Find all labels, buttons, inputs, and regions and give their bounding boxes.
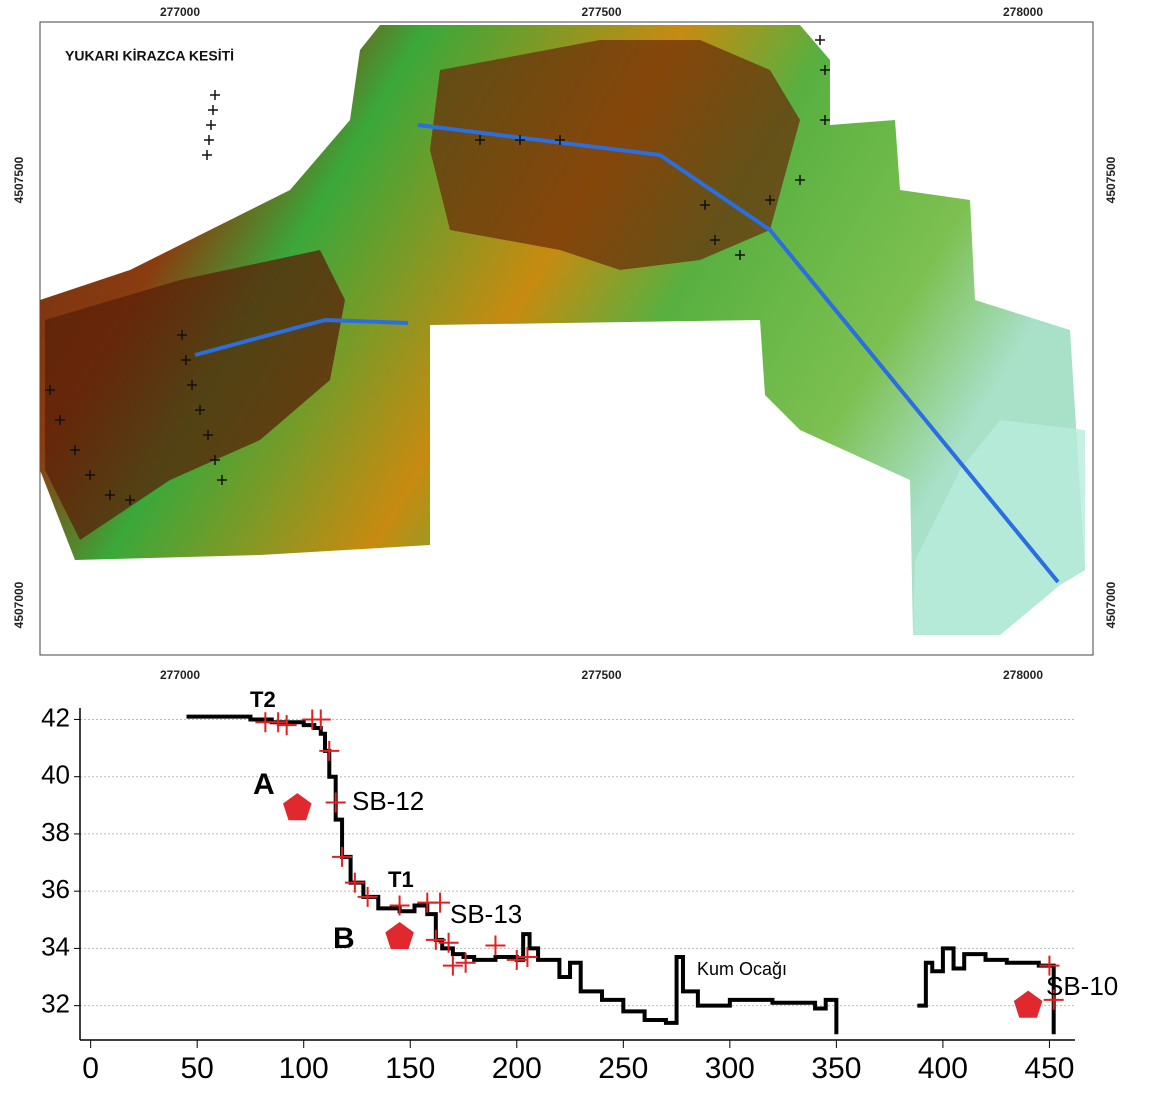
annotation: T2 xyxy=(250,687,276,712)
map-borehole xyxy=(208,105,218,115)
y-tick-label: 32 xyxy=(41,989,70,1019)
y-tick-label: 38 xyxy=(41,817,70,847)
x-tick-label: 150 xyxy=(385,1052,435,1085)
x-tick-label: 100 xyxy=(279,1052,329,1085)
x-tick-label: 400 xyxy=(918,1052,968,1085)
map-borehole xyxy=(210,90,220,100)
borehole-cross xyxy=(319,741,339,761)
borehole-cross xyxy=(268,712,288,732)
map-x-label: 277000 xyxy=(160,668,200,682)
y-tick-label: 34 xyxy=(41,931,70,961)
annotation: Kum Ocağı xyxy=(697,959,787,979)
borehole-cross xyxy=(485,936,505,956)
x-tick-label: 250 xyxy=(598,1052,648,1085)
sample-marker xyxy=(1014,991,1043,1018)
profile-line xyxy=(187,717,1054,1035)
annotation: SB-13 xyxy=(450,899,522,929)
y-tick-label: 42 xyxy=(41,702,70,732)
figure: YUKARI KİRAZCA KESİTİ 277000 277000 277500… xyxy=(0,0,1154,1097)
map-y-label: 4507000 xyxy=(12,581,26,628)
borehole-cross xyxy=(358,887,378,907)
map-borehole xyxy=(204,135,214,145)
map-borehole xyxy=(815,35,825,45)
borehole-cross xyxy=(277,715,297,735)
annotation: SB-10 xyxy=(1046,971,1118,1001)
map-y-label: 4507000 xyxy=(1104,581,1118,628)
map-title: YUKARI KİRAZCA KESİTİ xyxy=(65,48,234,64)
map-x-label: 277500 xyxy=(581,668,621,682)
x-tick-label: 300 xyxy=(705,1052,755,1085)
annotation: T1 xyxy=(388,867,414,892)
x-tick-label: 450 xyxy=(1024,1052,1074,1085)
x-tick-label: 200 xyxy=(492,1052,542,1085)
x-tick-label: 50 xyxy=(180,1052,213,1085)
sample-marker xyxy=(283,793,312,820)
map-y-label: 4507500 xyxy=(1104,156,1118,203)
borehole-cross xyxy=(443,956,463,976)
profile-chart: 32 34 36 38 40 42 0 50 100 150 200 250 300 350 400 450 T… xyxy=(41,687,1118,1085)
borehole-cross xyxy=(326,792,346,812)
map-borehole xyxy=(206,120,216,130)
map-x-label: 278000 xyxy=(1003,668,1043,682)
y-tick-label: 36 xyxy=(41,874,70,904)
y-tick-label: 40 xyxy=(41,760,70,790)
map-borehole xyxy=(202,150,212,160)
map-x-label: 278000 xyxy=(1003,5,1043,19)
dem-high xyxy=(430,40,800,270)
map-y-label: 4507500 xyxy=(12,156,26,203)
x-tick-label: 350 xyxy=(811,1052,861,1085)
map-x-label: 277500 xyxy=(581,5,621,19)
annotation: B xyxy=(333,922,355,955)
x-tick-label: 0 xyxy=(82,1052,99,1085)
sample-marker xyxy=(385,922,414,949)
annotation: SB-12 xyxy=(352,786,424,816)
annotation: A xyxy=(253,768,275,801)
map-x-label: 277000 xyxy=(160,5,200,19)
borehole-cross xyxy=(430,893,450,913)
map: YUKARI KİRAZCA KESİTİ xyxy=(40,22,1093,655)
